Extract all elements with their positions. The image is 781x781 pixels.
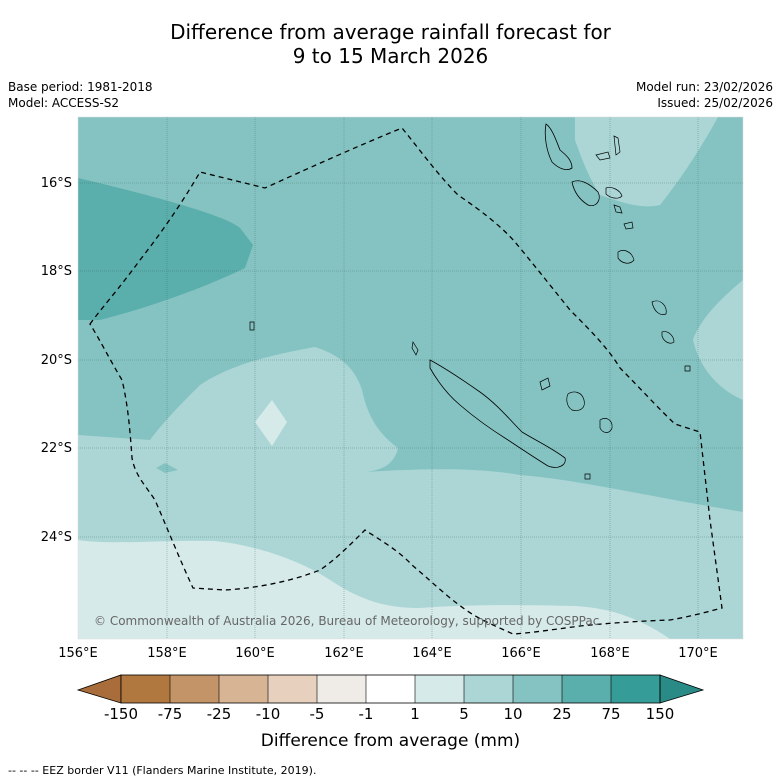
x-tick-160e: 160°E — [235, 646, 275, 661]
island-pentecost — [613, 135, 621, 156]
cb-label-6: -1 — [358, 705, 374, 723]
cb-label-8: 5 — [459, 705, 469, 723]
cb-label-3: -25 — [206, 705, 232, 723]
band-5-10-east — [693, 280, 743, 400]
cb-label-12: 150 — [645, 705, 675, 723]
island-belep — [411, 341, 419, 356]
island-epi — [613, 204, 623, 214]
island-tanna — [651, 300, 667, 315]
band-5-10-northeast — [575, 117, 718, 207]
cb-label-11: 75 — [601, 705, 621, 723]
island-lifou — [566, 391, 585, 411]
island-ouvea — [539, 377, 551, 391]
band-25-75-west — [78, 178, 253, 320]
band-1-5-diamond — [255, 400, 287, 446]
island-espiritu-santo — [544, 123, 573, 170]
island-ambrym — [605, 187, 623, 199]
y-tick-16s: 16°S — [40, 176, 72, 191]
cb-seg-4 — [268, 675, 317, 703]
y-tick-20s: 20°S — [40, 353, 72, 368]
island-erromango — [617, 250, 635, 264]
eez-footnote: -- -- -- EEZ border V11 (Flanders Marine… — [8, 764, 317, 777]
cb-seg-7 — [415, 675, 464, 703]
cb-seg-10 — [562, 675, 611, 703]
y-tick-22s: 22°S — [40, 441, 72, 456]
colorbar-title: Difference from average (mm) — [260, 731, 521, 751]
cb-seg-3 — [219, 675, 268, 703]
cb-seg-2 — [170, 675, 219, 703]
island-mare — [599, 418, 613, 433]
y-tick-24s: 24°S — [40, 530, 72, 545]
cb-seg-8 — [464, 675, 513, 703]
island-malekula — [571, 180, 600, 207]
island-small-1 — [684, 365, 691, 372]
map-title-line2: 9 to 15 March 2026 — [292, 44, 489, 68]
cb-label-4: -10 — [255, 705, 281, 723]
x-tick-162e: 162°E — [324, 646, 364, 661]
cb-label-10: 25 — [552, 705, 572, 723]
island-maewo — [595, 151, 611, 161]
cb-label-7: 1 — [410, 705, 420, 723]
cb-seg-11 — [611, 675, 660, 703]
band-1-5-south — [78, 540, 670, 639]
map-title-line1: Difference from average rainfall forecas… — [170, 20, 611, 44]
rainfall-field — [78, 117, 743, 639]
colorbar-frame — [120, 674, 661, 704]
issued-label: Issued: 25/02/2026 — [657, 96, 773, 110]
model-label: Model: ACCESS-S2 — [8, 96, 120, 110]
x-tick-158e: 158°E — [147, 646, 187, 661]
y-tick-18s: 18°S — [40, 264, 72, 279]
colorbar-extend-low — [76, 674, 122, 704]
x-tick-166e: 166°E — [501, 646, 541, 661]
gridlines — [78, 117, 743, 639]
x-tick-170e: 170°E — [678, 646, 718, 661]
new-caledonia-outline — [429, 359, 566, 468]
x-tick-168e: 168°E — [590, 646, 630, 661]
copyright-note: © Commonwealth of Australia 2026, Bureau… — [94, 614, 600, 628]
model-run-label: Model run: 23/02/2026 — [635, 80, 773, 94]
island-aneityum — [661, 331, 675, 344]
island-efate — [623, 221, 634, 230]
cb-label-5: -5 — [309, 705, 325, 723]
cb-seg-1 — [121, 675, 170, 703]
map-frame — [77, 116, 744, 640]
cb-seg-5 — [317, 675, 366, 703]
cb-label-2: -75 — [157, 705, 183, 723]
colorbar — [76, 674, 705, 704]
cb-label-1: -150 — [103, 705, 139, 723]
base-period-label: Base period: 1981-2018 — [8, 80, 153, 94]
cb-seg-9 — [513, 675, 562, 703]
cb-label-9: 10 — [503, 705, 523, 723]
eez-border — [89, 127, 723, 635]
colorbar-extend-high — [659, 674, 705, 704]
chesterfield-islands — [249, 321, 255, 331]
x-tick-156e: 156°E — [58, 646, 98, 661]
cb-seg-6 — [366, 675, 415, 703]
isle-of-pines — [584, 473, 591, 480]
x-tick-164e: 164°E — [412, 646, 452, 661]
